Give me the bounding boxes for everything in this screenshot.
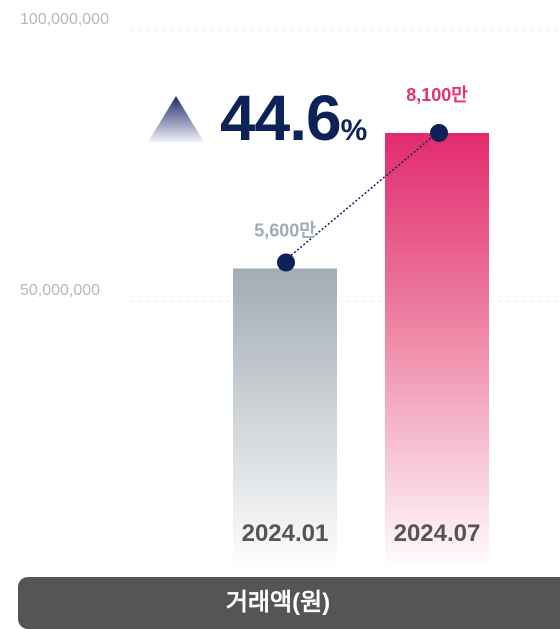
growth-value: 44.6% <box>220 82 368 154</box>
data-label: 5,600만 <box>254 220 316 240</box>
x-axis-label: 거래액(원) <box>225 589 331 616</box>
category-label: 2024.07 <box>394 520 481 547</box>
trend-line <box>284 132 438 262</box>
bar-2024.07 <box>385 132 489 573</box>
y-tick-label: 50,000,000 <box>20 282 100 299</box>
data-label: 8,100만 <box>406 85 468 105</box>
growth-indicator: 44.6% <box>148 80 408 154</box>
y-tick-label: 100,000,000 <box>20 11 109 28</box>
data-point <box>430 123 448 142</box>
category-label: 2024.01 <box>242 520 329 547</box>
bar-chart: 100,000,000 50,000,000 5,600만 8,100만 2024.01… <box>20 11 560 573</box>
axis-title-banner: 거래액(원) <box>18 577 560 629</box>
bar-2024.01 <box>233 268 337 572</box>
data-point <box>277 253 295 272</box>
